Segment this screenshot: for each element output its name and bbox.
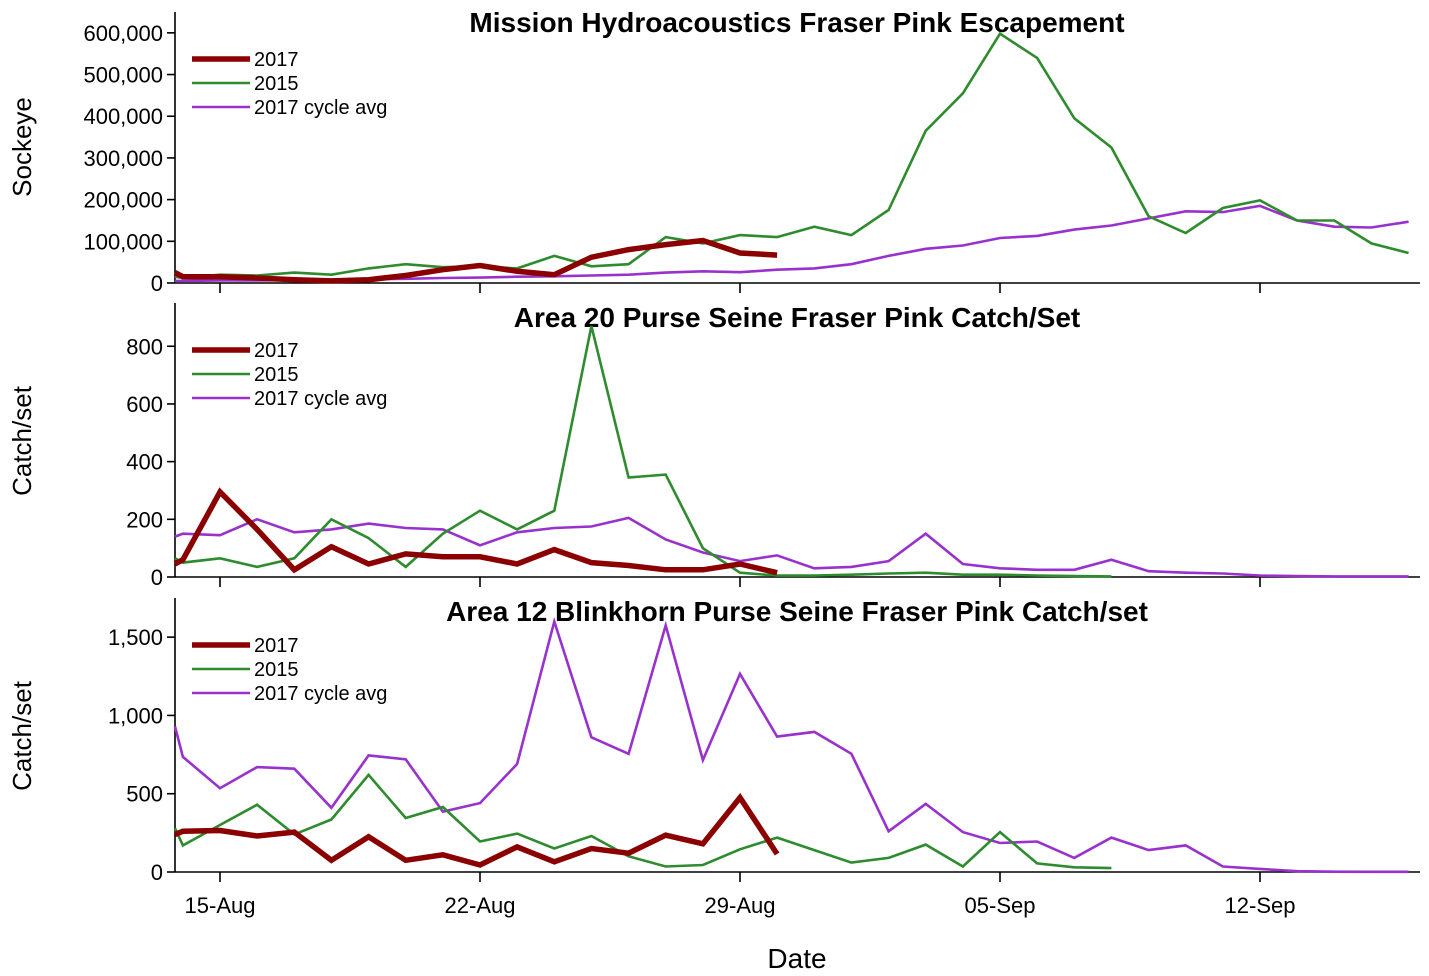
- panel-2-title: Area 20 Purse Seine Fraser Pink Catch/Se…: [514, 302, 1081, 333]
- legend-label: 2017: [254, 635, 299, 657]
- y-tick-label: 200,000: [83, 188, 163, 213]
- panel-1-x-ticks: [219, 283, 1261, 293]
- panel-3-y-ticks: 0 500 1,000 1,500: [108, 625, 175, 885]
- panel-area12: Area 12 Blinkhorn Purse Seine Fraser Pin…: [7, 596, 1420, 918]
- panel-2-series: [173, 325, 1409, 578]
- x-tick-label: 12-Sep: [1225, 893, 1296, 918]
- y-tick-label: 0: [151, 565, 163, 590]
- legend-label: 2017 cycle avg: [254, 97, 387, 119]
- panel-3-title: Area 12 Blinkhorn Purse Seine Fraser Pin…: [446, 596, 1148, 627]
- panel-3-ylabel: Catch/set: [7, 680, 37, 791]
- legend-label: 2017 cycle avg: [254, 683, 387, 705]
- series-line-2017-cycle-avg: [174, 516, 1409, 578]
- y-tick-label: 400,000: [83, 104, 163, 129]
- legend-label: 2015: [254, 659, 299, 681]
- panel-1-ylabel: Sockeye: [7, 97, 37, 197]
- panel-3-x-ticks: 15-Aug 22-Aug 29-Aug 05-Sep 12-Sep: [185, 872, 1296, 918]
- x-tick-label: 05-Sep: [965, 893, 1036, 918]
- series-line-2015: [174, 325, 1112, 578]
- panel-2-x-ticks: [219, 577, 1261, 587]
- y-tick-label: 1,500: [108, 625, 163, 650]
- series-line-2017-cycle-avg: [173, 616, 1409, 874]
- legend-label: 2015: [254, 364, 299, 386]
- series-line-2015: [173, 772, 1112, 870]
- legend-label: 2017: [254, 340, 299, 362]
- panel-1-title: Mission Hydroacoustics Fraser Pink Escap…: [469, 7, 1124, 38]
- y-tick-label: 300,000: [83, 146, 163, 171]
- panel-2-y-ticks: 0 200 400 600 800: [126, 334, 175, 590]
- y-tick-label: 400: [126, 450, 163, 475]
- y-tick-label: 1,000: [108, 703, 163, 728]
- panel-area20: Area 20 Purse Seine Fraser Pink Catch/Se…: [7, 302, 1420, 590]
- series-line-2015: [174, 31, 1409, 280]
- y-tick-label: 200: [126, 507, 163, 532]
- legend-label: 2017: [254, 49, 299, 71]
- y-tick-label: 500: [126, 782, 163, 807]
- y-tick-label: 800: [126, 334, 163, 359]
- x-tick-label: 29-Aug: [705, 893, 776, 918]
- legend-label: 2017 cycle avg: [254, 388, 387, 410]
- x-tick-label: 22-Aug: [445, 893, 516, 918]
- panel-escapement: Mission Hydroacoustics Fraser Pink Escap…: [7, 7, 1420, 296]
- panel-3-series: [173, 616, 1409, 874]
- series-line-2017: [173, 487, 778, 576]
- y-tick-label: 500,000: [83, 63, 163, 88]
- y-tick-label: 600,000: [83, 21, 163, 46]
- y-tick-label: 0: [151, 860, 163, 885]
- x-axis-label: Date: [767, 943, 826, 974]
- y-tick-label: 600: [126, 392, 163, 417]
- panel-1-y-ticks: 0 100,000 200,000 300,000 400,000 500,000 600,…: [83, 21, 175, 296]
- legend-label: 2015: [254, 73, 299, 95]
- panel-2-ylabel: Catch/set: [7, 385, 37, 496]
- y-tick-label: 0: [151, 271, 163, 296]
- series-line-2017: [173, 792, 780, 868]
- series-line-2017: [173, 237, 778, 284]
- panel-1-series: [173, 31, 1409, 284]
- y-tick-label: 100,000: [83, 229, 163, 254]
- x-tick-label: 15-Aug: [185, 893, 256, 918]
